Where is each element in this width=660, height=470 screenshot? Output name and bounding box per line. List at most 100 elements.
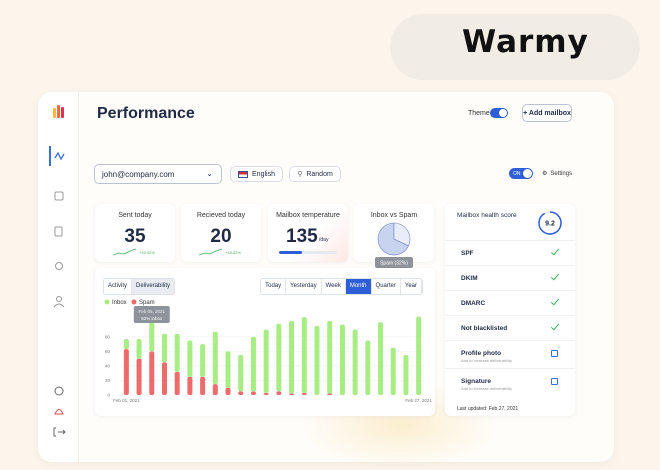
range-tab[interactable]: Month [345, 279, 372, 294]
link-icon[interactable] [551, 350, 558, 357]
bar [327, 393, 333, 395]
y-tick-label: 80 [105, 334, 111, 339]
link-icon[interactable] [551, 378, 558, 385]
bar [161, 333, 167, 363]
range-tab[interactable]: Week [322, 279, 346, 294]
bar-chart: Inbox Spam 0 20 40 60 80 Feb 01, 2021 Feb 27, 20… [104, 299, 432, 403]
health-label: Profile photo [461, 350, 502, 357]
range-tab[interactable]: Year [401, 279, 422, 294]
bar [276, 323, 282, 392]
tooltip-title: Feb 05, 2021 [139, 309, 166, 314]
health-row: SPF [445, 240, 575, 265]
ring-arc [538, 211, 562, 235]
last-updated: Last updated: Feb 27, 2021 [457, 406, 519, 412]
sparkline [199, 248, 223, 256]
bar [187, 376, 193, 395]
bar [352, 329, 358, 395]
bar [123, 349, 129, 395]
bar [289, 320, 295, 394]
bar [123, 339, 129, 350]
score-ring: 9.2 [538, 211, 562, 235]
brand: Warmy [462, 24, 589, 60]
health-row: Not blacklisted [445, 315, 575, 340]
stat-change: +19.02% [139, 250, 155, 255]
stat-value: 20 [210, 226, 232, 247]
y-tick-label: 0 [107, 393, 110, 398]
bar [403, 355, 409, 395]
email-select[interactable]: john@company.com ⌄ [94, 164, 222, 184]
bar [225, 387, 231, 395]
health-row: DKIM [445, 265, 575, 290]
bar [250, 391, 256, 395]
legend-swatch [131, 299, 137, 305]
bar [200, 344, 206, 377]
tooltip-text: 62% inbox [141, 316, 163, 321]
bar [238, 391, 244, 395]
health-title: Mailbox health score [457, 212, 517, 219]
tab-group: Activity Deliverability [103, 278, 176, 295]
check-icon [550, 296, 560, 306]
score-value: 9.2 [545, 221, 555, 228]
legend-label: Inbox [112, 300, 127, 306]
y-tick-label: 40 [105, 363, 111, 368]
bar [149, 351, 155, 395]
health-label: Signature [461, 378, 491, 385]
bar [301, 317, 307, 393]
health-note: Add to increase deliverability [461, 358, 512, 363]
range-group: Today Yesterday Week Month Quarter Year [260, 278, 423, 295]
stat-card: Inbox vs Spam Spam (32%) [354, 204, 434, 268]
theme-label: Theme [468, 110, 490, 117]
bar [174, 371, 180, 395]
settings: Settings [550, 171, 573, 177]
y-tick-label: 60 [105, 349, 111, 354]
sidebar [38, 92, 79, 462]
health-note: Add to increase deliverability [461, 386, 512, 391]
page-title: Performance [97, 105, 195, 122]
bar [187, 340, 193, 377]
health-label: DKIM [461, 275, 478, 282]
tab[interactable]: Activity [104, 279, 133, 294]
stat-card: Recieved today 20 +18.02% [181, 204, 261, 262]
email: john@company.com [102, 169, 175, 179]
theme-toggle[interactable] [490, 108, 508, 118]
language-button[interactable]: English [230, 166, 283, 182]
stat-value: 135 [286, 226, 318, 247]
pie-slice [393, 222, 411, 247]
stat-card: Sent today 35 +19.02% [95, 204, 175, 262]
stat-value: 35 [124, 226, 146, 247]
add-mailbox-button[interactable]: + Add mailbox [522, 104, 572, 122]
stat-change: +18.02% [225, 250, 241, 255]
sparkline [113, 248, 137, 256]
tooltip-box [133, 306, 170, 323]
bar [416, 316, 422, 395]
brand-backdrop [390, 14, 640, 80]
range-tab[interactable]: Today [261, 279, 287, 294]
pie-chart: Spam (32%) [375, 222, 413, 268]
on-toggle[interactable]: ON [509, 168, 533, 179]
range-tab[interactable]: Yesterday [286, 279, 322, 294]
bar [263, 329, 269, 393]
bar [378, 322, 384, 395]
progress-track [279, 251, 337, 254]
range-tab[interactable]: Quarter [372, 279, 401, 294]
settings-link[interactable]: ⚙ Settings [542, 171, 573, 177]
bar [238, 355, 244, 392]
pie-slice [377, 222, 409, 256]
tooltip-box [375, 257, 413, 268]
bar [263, 392, 269, 395]
bar [212, 331, 218, 385]
check-icon [550, 321, 560, 331]
legend-label: Spam [139, 300, 155, 306]
sidebar-icons [49, 105, 66, 437]
check-icon [550, 271, 560, 281]
mode: Random [306, 170, 333, 178]
mode-button[interactable]: ⚲ Random [289, 166, 341, 182]
tab[interactable]: Deliverability [132, 279, 175, 294]
bar [365, 340, 371, 395]
x-tick-label: Feb 27, 2021 [405, 398, 432, 403]
stat-label: Sent today [118, 212, 152, 219]
health-row: Profile photo Add to increase deliverabil… [445, 340, 575, 368]
health-card: Mailbox health score 9.2 Last updated: F… [445, 204, 575, 416]
bar [161, 362, 167, 395]
